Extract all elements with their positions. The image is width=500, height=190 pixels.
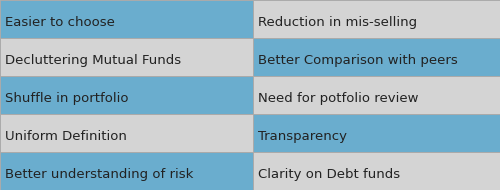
Text: Need for potfolio review: Need for potfolio review [258, 92, 418, 105]
Bar [0, 38, 252, 76]
Bar [252, 0, 500, 38]
Bar [0, 114, 252, 152]
Text: Clarity on Debt funds: Clarity on Debt funds [258, 168, 400, 180]
Bar [0, 76, 252, 114]
Text: Transparency: Transparency [258, 130, 346, 142]
Text: Better Comparison with peers: Better Comparison with peers [258, 54, 457, 66]
Text: Reduction in mis-selling: Reduction in mis-selling [258, 16, 416, 28]
Bar [0, 0, 252, 38]
Text: Easier to choose: Easier to choose [5, 16, 115, 28]
Bar [252, 38, 500, 76]
Text: Decluttering Mutual Funds: Decluttering Mutual Funds [5, 54, 181, 66]
Text: Shuffle in portfolio: Shuffle in portfolio [5, 92, 128, 105]
Bar [252, 114, 500, 152]
Bar [252, 152, 500, 190]
Bar [0, 152, 252, 190]
Text: Uniform Definition: Uniform Definition [5, 130, 127, 142]
Text: Better understanding of risk: Better understanding of risk [5, 168, 194, 180]
Bar [252, 76, 500, 114]
